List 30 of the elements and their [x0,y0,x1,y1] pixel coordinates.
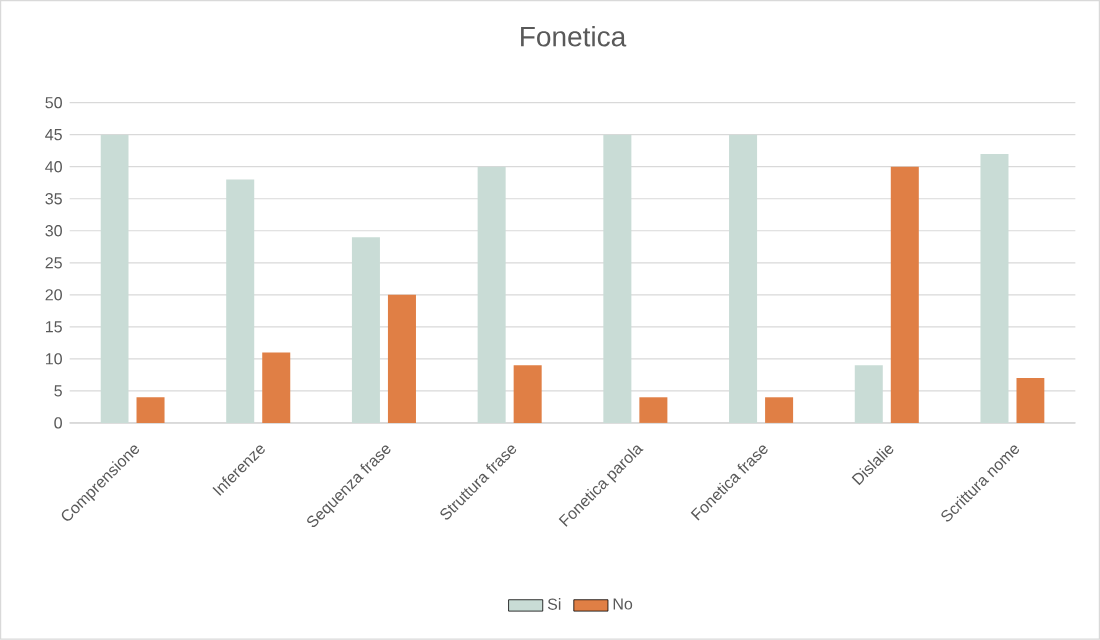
y-tick-label: 35 [45,193,62,205]
bar [639,397,668,424]
legend-label: No [613,598,633,610]
y-tick-label: 0 [54,417,62,429]
bar [226,179,255,424]
bar [1016,378,1045,424]
y-tick-label: 10 [46,353,62,365]
bar [980,154,1009,424]
y-tick-label: 20 [45,289,62,301]
chart-title: Fonetica [521,26,627,47]
bar [262,352,291,424]
y-tick-label: 40 [45,161,62,173]
y-tick-label: 30 [45,225,62,237]
bar [854,365,883,424]
legend-label: Si [547,598,561,611]
bar [100,134,129,424]
y-tick-label: 15 [46,321,62,333]
y-tick-label: 25 [45,257,62,269]
bar [351,237,380,424]
y-tick-label: 50 [45,97,62,109]
y-tick-label: 5 [54,385,62,397]
bar [890,166,919,424]
bar [387,294,416,424]
y-tick-label: 45 [45,129,62,141]
bar [765,397,794,424]
bar [513,365,542,424]
bar [136,397,165,424]
bar [603,134,632,424]
bar [477,166,506,424]
bar [729,134,758,424]
